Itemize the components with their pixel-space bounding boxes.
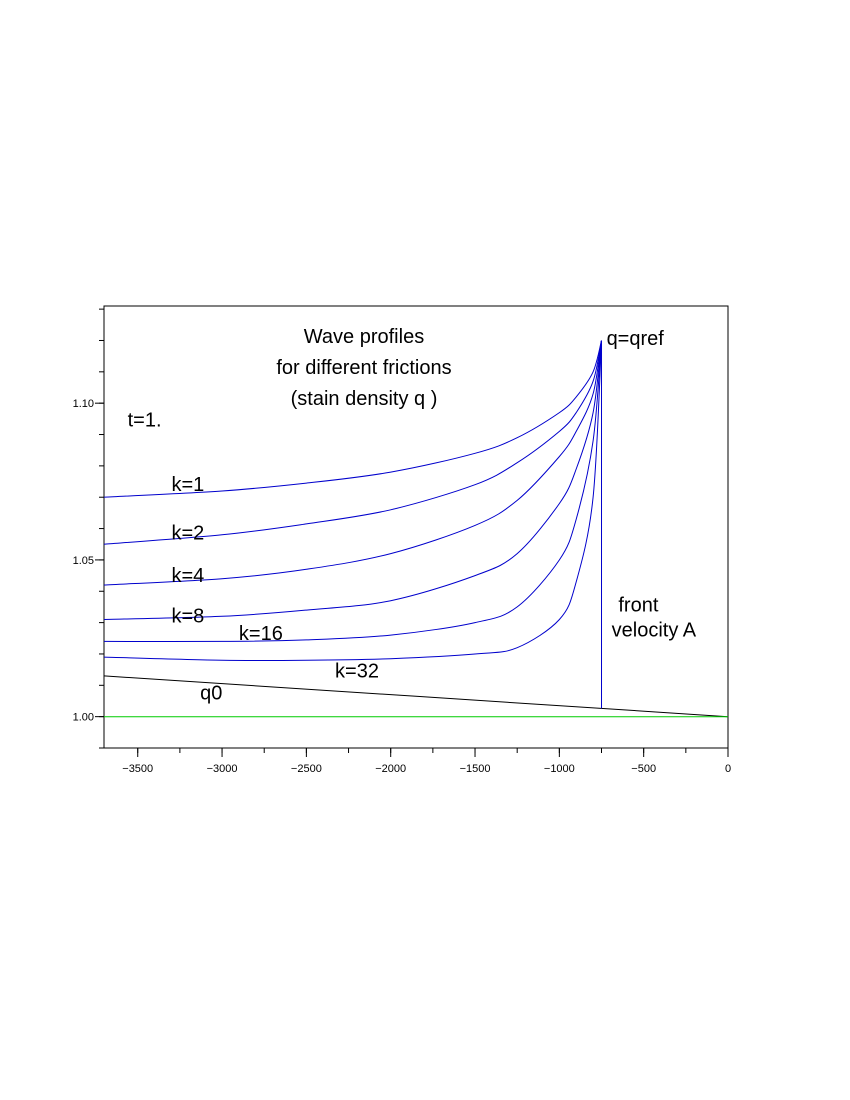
x-tick-label: −1500 xyxy=(460,763,491,775)
annotation-k4: k=4 xyxy=(171,565,204,587)
y-tick-label: 1.00 xyxy=(73,712,94,724)
series-k-16-line xyxy=(103,340,602,643)
y-tick-label: 1.05 xyxy=(73,555,94,567)
x-tick-label: −2000 xyxy=(375,763,406,775)
y-tick-label: 1.10 xyxy=(73,398,94,410)
annotation-k8: k=8 xyxy=(171,606,204,628)
series-k-4-line xyxy=(103,340,602,586)
x-tick-label: −3500 xyxy=(122,763,153,775)
annotation-k16: k=16 xyxy=(239,623,283,645)
x-tick-label: −3000 xyxy=(207,763,238,775)
series-k-1-line xyxy=(103,340,602,498)
title-line-2: for different frictions xyxy=(276,357,451,379)
series-k-2-line xyxy=(103,340,602,545)
x-tick-label: −2500 xyxy=(291,763,322,775)
annotations: q=qref t=1. k=1 k=2 k=4 k=8 k=16 k=32 q0 front vel… xyxy=(128,328,697,704)
title-line-3: (stain density q ) xyxy=(291,388,438,410)
series-lines xyxy=(103,340,729,718)
series-k-32-line xyxy=(103,340,602,662)
x-tick-label: −500 xyxy=(631,763,656,775)
axis-ticks: 1.00 1.05 1.10 −3500 −3000 −2500 −2000 −1500 −10… xyxy=(73,308,731,775)
title-line-1: Wave profiles xyxy=(304,326,424,348)
annotation-q0: q0 xyxy=(200,682,222,704)
annotation-k32: k=32 xyxy=(335,660,379,682)
x-tick-label: −1000 xyxy=(544,763,575,775)
annotation-front: front xyxy=(618,595,658,617)
series-k-8-line xyxy=(103,340,602,620)
series-q0-line xyxy=(103,675,729,718)
annotation-velocity: velocity A xyxy=(612,620,697,642)
annotation-k2: k=2 xyxy=(171,523,204,545)
annotation-time: t=1. xyxy=(128,410,162,432)
x-tick-label: 0 xyxy=(725,763,731,775)
plot-frame xyxy=(103,305,729,749)
annotation-qref: q=qref xyxy=(607,328,665,350)
annotation-k1: k=1 xyxy=(171,474,204,496)
